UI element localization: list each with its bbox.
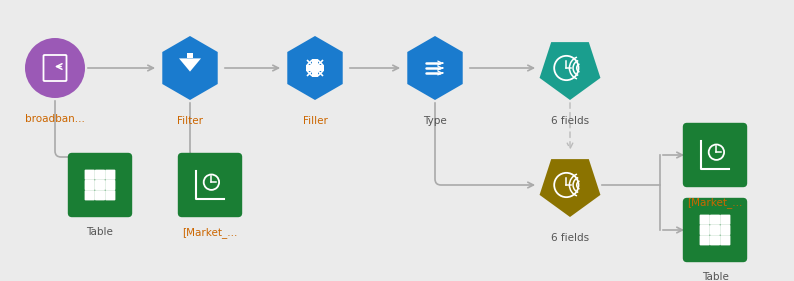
Text: 6 fields: 6 fields xyxy=(551,116,589,126)
Text: Table: Table xyxy=(702,272,728,281)
FancyBboxPatch shape xyxy=(85,170,94,180)
Polygon shape xyxy=(162,36,218,100)
Polygon shape xyxy=(540,42,600,100)
FancyBboxPatch shape xyxy=(85,180,94,190)
FancyBboxPatch shape xyxy=(94,180,105,190)
FancyBboxPatch shape xyxy=(720,225,730,235)
Polygon shape xyxy=(306,65,324,71)
Circle shape xyxy=(25,38,85,98)
FancyBboxPatch shape xyxy=(105,180,115,190)
Polygon shape xyxy=(540,159,600,217)
FancyBboxPatch shape xyxy=(85,190,94,200)
Text: Table: Table xyxy=(87,227,114,237)
Text: Type: Type xyxy=(423,116,447,126)
FancyBboxPatch shape xyxy=(94,170,105,180)
FancyBboxPatch shape xyxy=(94,190,105,200)
Text: broadban...: broadban... xyxy=(25,114,85,124)
Text: [Market_...: [Market_... xyxy=(688,197,742,208)
FancyBboxPatch shape xyxy=(720,215,730,225)
FancyBboxPatch shape xyxy=(105,190,115,200)
FancyBboxPatch shape xyxy=(683,198,747,262)
Polygon shape xyxy=(287,36,343,100)
FancyBboxPatch shape xyxy=(700,225,710,235)
FancyBboxPatch shape xyxy=(710,235,720,245)
FancyBboxPatch shape xyxy=(720,235,730,245)
Text: Filter: Filter xyxy=(177,116,203,126)
Polygon shape xyxy=(187,53,193,58)
FancyBboxPatch shape xyxy=(178,153,242,217)
FancyBboxPatch shape xyxy=(700,235,710,245)
FancyBboxPatch shape xyxy=(105,170,115,180)
FancyBboxPatch shape xyxy=(710,225,720,235)
Text: Filler: Filler xyxy=(303,116,327,126)
FancyBboxPatch shape xyxy=(700,215,710,225)
FancyBboxPatch shape xyxy=(683,123,747,187)
FancyBboxPatch shape xyxy=(67,153,132,217)
Text: [Market_...: [Market_... xyxy=(183,227,237,238)
Polygon shape xyxy=(312,59,318,77)
Polygon shape xyxy=(179,58,201,72)
Polygon shape xyxy=(407,36,463,100)
FancyBboxPatch shape xyxy=(710,215,720,225)
Text: 6 fields: 6 fields xyxy=(551,233,589,243)
